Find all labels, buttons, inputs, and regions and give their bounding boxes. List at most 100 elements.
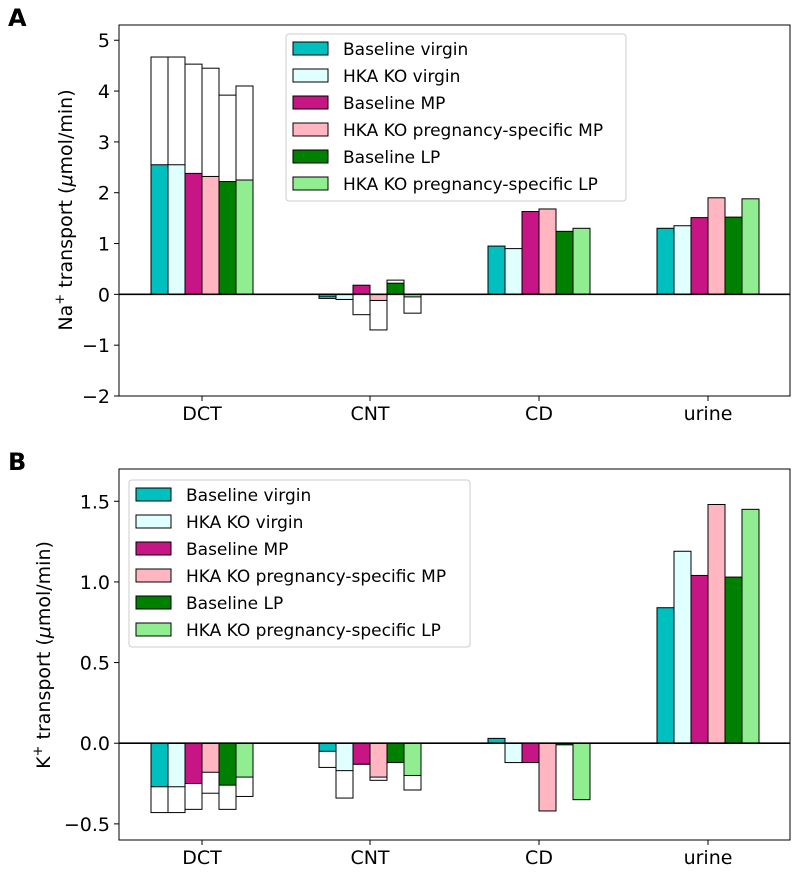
bar [521, 211, 540, 295]
y-tick-label: 1.5 [80, 491, 110, 513]
legend-swatch [135, 622, 172, 637]
bar [504, 742, 523, 764]
bar [352, 284, 371, 295]
legend-label: Baseline MP [186, 540, 288, 560]
legend-label: HKA KO virgin [186, 513, 303, 533]
panel-b-axes: −0.5 0.0 0.5 1.0 1.5 DCT CNT CD urine [64, 468, 791, 869]
panel-a-y-axis-label: Na+ transport (μmol/min) [53, 89, 77, 330]
bar [572, 227, 591, 295]
bar [201, 742, 220, 773]
bar [335, 742, 354, 772]
legend-label: Baseline MP [343, 94, 445, 114]
bar [656, 227, 675, 295]
y-tick-label: 0 [98, 284, 110, 306]
legend-box [128, 479, 471, 648]
bar [741, 508, 760, 744]
plot-frame [118, 468, 791, 841]
panel-b-bars [150, 503, 760, 814]
bar [572, 742, 591, 801]
bar [218, 181, 237, 295]
bar [707, 503, 726, 744]
bar [369, 742, 388, 778]
legend-label: HKA KO pregnancy-specific MP [343, 121, 603, 141]
bar [707, 197, 726, 295]
legend-swatch [292, 176, 329, 191]
x-tick-label: DCT [182, 847, 222, 869]
y-tick-label: 4 [98, 81, 110, 103]
bar [184, 172, 203, 295]
legend-label: Baseline LP [186, 594, 283, 614]
bar [386, 742, 405, 764]
y-tick-label: 1.0 [80, 572, 110, 594]
bar [235, 742, 254, 778]
legend-swatch [135, 487, 172, 502]
bar [403, 742, 422, 776]
y-tick-label: 2 [98, 183, 110, 205]
legend-label: Baseline LP [343, 148, 440, 168]
bar [487, 245, 506, 295]
bar [538, 742, 557, 812]
bar [167, 742, 186, 788]
bar [673, 225, 692, 295]
bar [150, 164, 169, 295]
y-tick-label: 0.5 [80, 653, 110, 675]
bar [741, 198, 760, 295]
panel-b-y-axis-label: K+ transport (μmol/min) [31, 541, 55, 769]
panel-b-label: B [8, 448, 26, 476]
legend-swatch [292, 41, 329, 56]
panel-a-axes: −2 −1 0 1 2 3 4 5 DCT CNT CD urine [82, 24, 791, 425]
bar [673, 550, 692, 744]
y-tick-label: 1 [98, 234, 110, 256]
bar [724, 216, 743, 295]
bar [218, 742, 237, 786]
x-tick-label: CD [525, 403, 553, 425]
bar [690, 574, 709, 744]
panel-b-legend: Baseline virgin HKA KO virgin Baseline MP H… [128, 479, 471, 648]
bar [504, 248, 523, 295]
panel-a-chart: A Na+ transport (μmol/min) −2 −1 0 1 2 3 4 5 DCT… [8, 4, 791, 425]
bar [235, 179, 254, 295]
plot-frame [118, 24, 791, 397]
legend-label: HKA KO pregnancy-specific LP [186, 621, 441, 641]
y-tick-label: 0.0 [80, 733, 110, 755]
bar [150, 742, 169, 788]
x-tick-label: CNT [350, 403, 389, 425]
y-tick-label: −1 [82, 335, 110, 357]
bar [369, 293, 388, 301]
panel-a-legend: Baseline virgin HKA KO virgin Baseline MP H… [285, 33, 627, 202]
y-tick-label: −2 [82, 386, 110, 408]
legend-swatch [135, 595, 172, 610]
x-tick-label: CNT [350, 847, 389, 869]
legend-swatch [135, 514, 172, 529]
bar [352, 742, 371, 765]
bar [555, 230, 574, 295]
legend-label: HKA KO pregnancy-specific LP [343, 175, 598, 195]
y-tick-label: 5 [98, 30, 110, 52]
legend-label: Baseline virgin [343, 40, 468, 60]
legend-label: HKA KO pregnancy-specific MP [186, 567, 446, 587]
bar [690, 217, 709, 295]
x-tick-label: CD [525, 847, 553, 869]
total-outline-bar [352, 293, 371, 316]
bar [167, 164, 186, 295]
panel-b-chart: B K+ transport (μmol/min) −0.5 0.0 0.5 1.0 1… [8, 448, 791, 869]
legend-swatch [292, 68, 329, 83]
legend-swatch [135, 568, 172, 583]
bar [386, 282, 405, 295]
y-tick-label: −0.5 [64, 814, 110, 836]
legend-box [285, 33, 627, 202]
x-tick-label: urine [684, 403, 733, 425]
panel-b-y-label-text: K+ transport (μmol/min) [31, 541, 55, 769]
bar [656, 607, 675, 744]
x-tick-label: urine [684, 847, 733, 869]
legend-swatch [135, 541, 172, 556]
panel-a-y-label-text: Na+ transport (μmol/min) [53, 89, 77, 330]
panel-a-bars [150, 56, 760, 331]
legend-label: HKA KO virgin [343, 67, 460, 87]
legend-swatch [292, 149, 329, 164]
x-tick-label: DCT [182, 403, 222, 425]
legend-label: Baseline virgin [186, 486, 311, 506]
bar [538, 208, 557, 295]
bar [184, 742, 203, 785]
